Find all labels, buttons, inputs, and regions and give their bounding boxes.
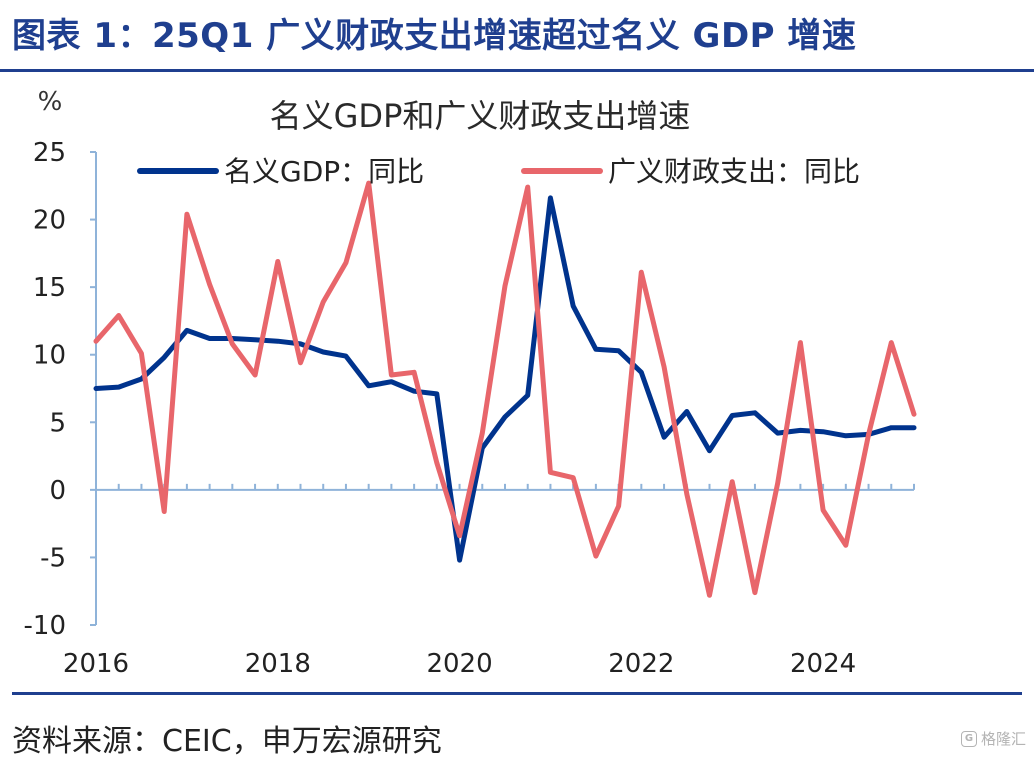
watermark: G 格隆汇 <box>960 728 1026 749</box>
series-line-fiscal-spending <box>93 180 917 598</box>
legend-label: 名义GDP：同比 <box>224 155 424 188</box>
x-tick-label: 2018 <box>245 649 311 679</box>
y-axis-unit: % <box>38 87 63 117</box>
y-tick-label: 15 <box>33 273 66 303</box>
x-tick-label: 2022 <box>608 649 674 679</box>
y-axis: 25 20 15 10 5 0 -5 -10 <box>24 138 97 641</box>
y-tick-label: -5 <box>40 543 66 573</box>
x-axis: 2016 2018 2020 2022 2024 <box>63 483 915 679</box>
x-tick-label: 2016 <box>63 649 129 679</box>
footer-rule <box>12 692 1022 695</box>
x-tick-label: 2020 <box>426 649 492 679</box>
y-tick-label: -10 <box>24 611 66 641</box>
legend: 名义GDP：同比 广义财政支出：同比 <box>137 155 860 188</box>
legend-item: 名义GDP：同比 <box>137 155 424 188</box>
y-tick-label: 10 <box>33 341 66 371</box>
figure-header: 图表 1：25Q1 广义财政支出增速超过名义 GDP 增速 <box>0 0 1034 72</box>
legend-item: 广义财政支出：同比 <box>521 155 860 188</box>
x-tick-label: 2024 <box>790 649 856 679</box>
watermark-logo-icon: G <box>960 730 977 747</box>
watermark-text: 格隆汇 <box>980 730 1026 748</box>
source-note: 资料来源：CEIC，申万宏源研究 <box>12 724 442 759</box>
y-tick-label: 25 <box>33 138 66 168</box>
y-tick-label: 20 <box>33 206 66 236</box>
series-lines <box>93 180 917 598</box>
chart-title-group: 名义GDP和广义财政支出增速 <box>270 97 691 135</box>
chart-title: 名义GDP和广义财政支出增速 <box>270 97 691 135</box>
legend-label: 广义财政支出：同比 <box>608 155 860 188</box>
y-tick-label: 0 <box>49 476 66 506</box>
series-line-nominal-gdp <box>93 195 917 563</box>
figure-title: 图表 1：25Q1 广义财政支出增速超过名义 GDP 增速 <box>12 16 857 56</box>
y-tick-label: 5 <box>49 408 66 438</box>
